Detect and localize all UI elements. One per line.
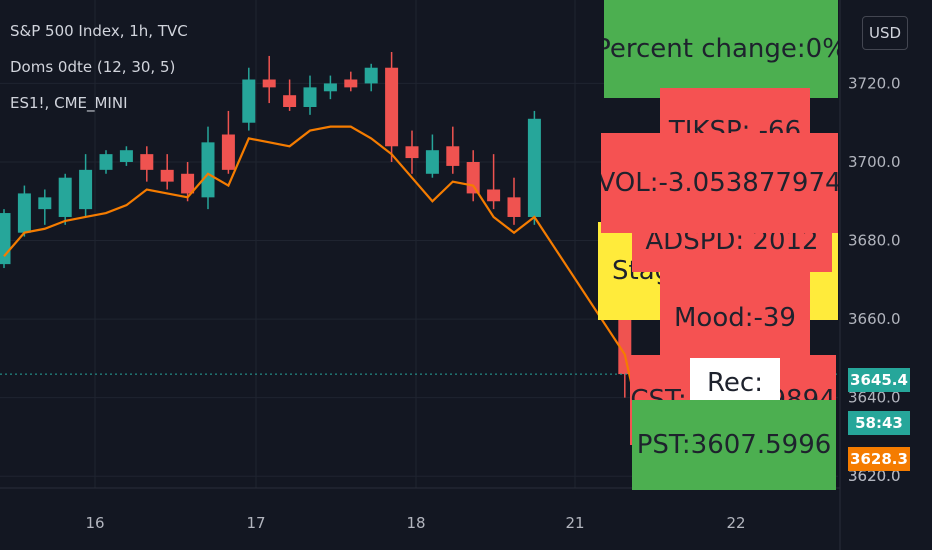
x-tick-label: 22 [726, 514, 745, 532]
candle-body [303, 87, 317, 108]
x-tick-label: 21 [565, 514, 584, 532]
y-tick-label: 3700.0 [848, 153, 901, 171]
candle-body [38, 197, 52, 210]
symbol-legend: S&P 500 Index, 1h, TVC [10, 22, 188, 40]
candle-body [242, 79, 256, 123]
candle-body [221, 134, 235, 170]
candle-body [0, 213, 11, 265]
currency-button[interactable]: USD [862, 16, 908, 50]
candle-body [181, 173, 195, 194]
pst-box: PST:3607.5996 [632, 400, 836, 490]
countdown-tag: 58:43 [848, 411, 910, 435]
indicator-value-tag: 3628.3 [848, 447, 910, 471]
y-tick-label: 3640.0 [848, 389, 901, 407]
partial-price-label: 3620.0 [848, 467, 901, 485]
candle-body [466, 161, 480, 194]
candle-body [425, 150, 439, 174]
candle-body [17, 193, 31, 233]
indicator-line [3, 125, 647, 446]
candle-body [405, 146, 419, 159]
candle-body [160, 169, 174, 182]
candle-body [323, 83, 337, 92]
y-tick-label: 3660.0 [848, 310, 901, 328]
candle-body [79, 169, 93, 210]
y-tick-label: 3620.0 [848, 467, 901, 485]
candle-body [201, 142, 215, 198]
rec-box: Rec: [690, 358, 780, 408]
percent-change-box: Percent change:0% [604, 0, 838, 98]
candle-body [283, 95, 297, 108]
candle-body [58, 177, 72, 217]
last-price-tag: 3645.4 [848, 368, 910, 392]
indicator-legend: Doms 0dte (12, 30, 5) [10, 58, 176, 76]
vol-box: VOL:-3.053877974 [601, 133, 838, 233]
y-tick-label: 3720.0 [848, 74, 901, 92]
candle-body [262, 79, 276, 88]
candle-body [364, 67, 378, 84]
x-tick-label: 18 [406, 514, 425, 532]
candle-body [618, 303, 632, 375]
x-tick-label: 17 [246, 514, 265, 532]
candle-body [507, 197, 521, 217]
candle-body [99, 154, 113, 170]
candle-body [385, 67, 399, 147]
candle-body [446, 146, 460, 166]
mood-box: Mood:-39 [660, 272, 810, 364]
compare-legend: ES1!, CME_MINI [10, 94, 128, 112]
candle-body [487, 189, 501, 202]
y-tick-label: 3680.0 [848, 232, 901, 250]
candle-body [140, 154, 154, 170]
candle-body [344, 79, 358, 88]
candle-body [119, 150, 133, 162]
candle-body [527, 118, 541, 217]
x-tick-label: 16 [85, 514, 104, 532]
